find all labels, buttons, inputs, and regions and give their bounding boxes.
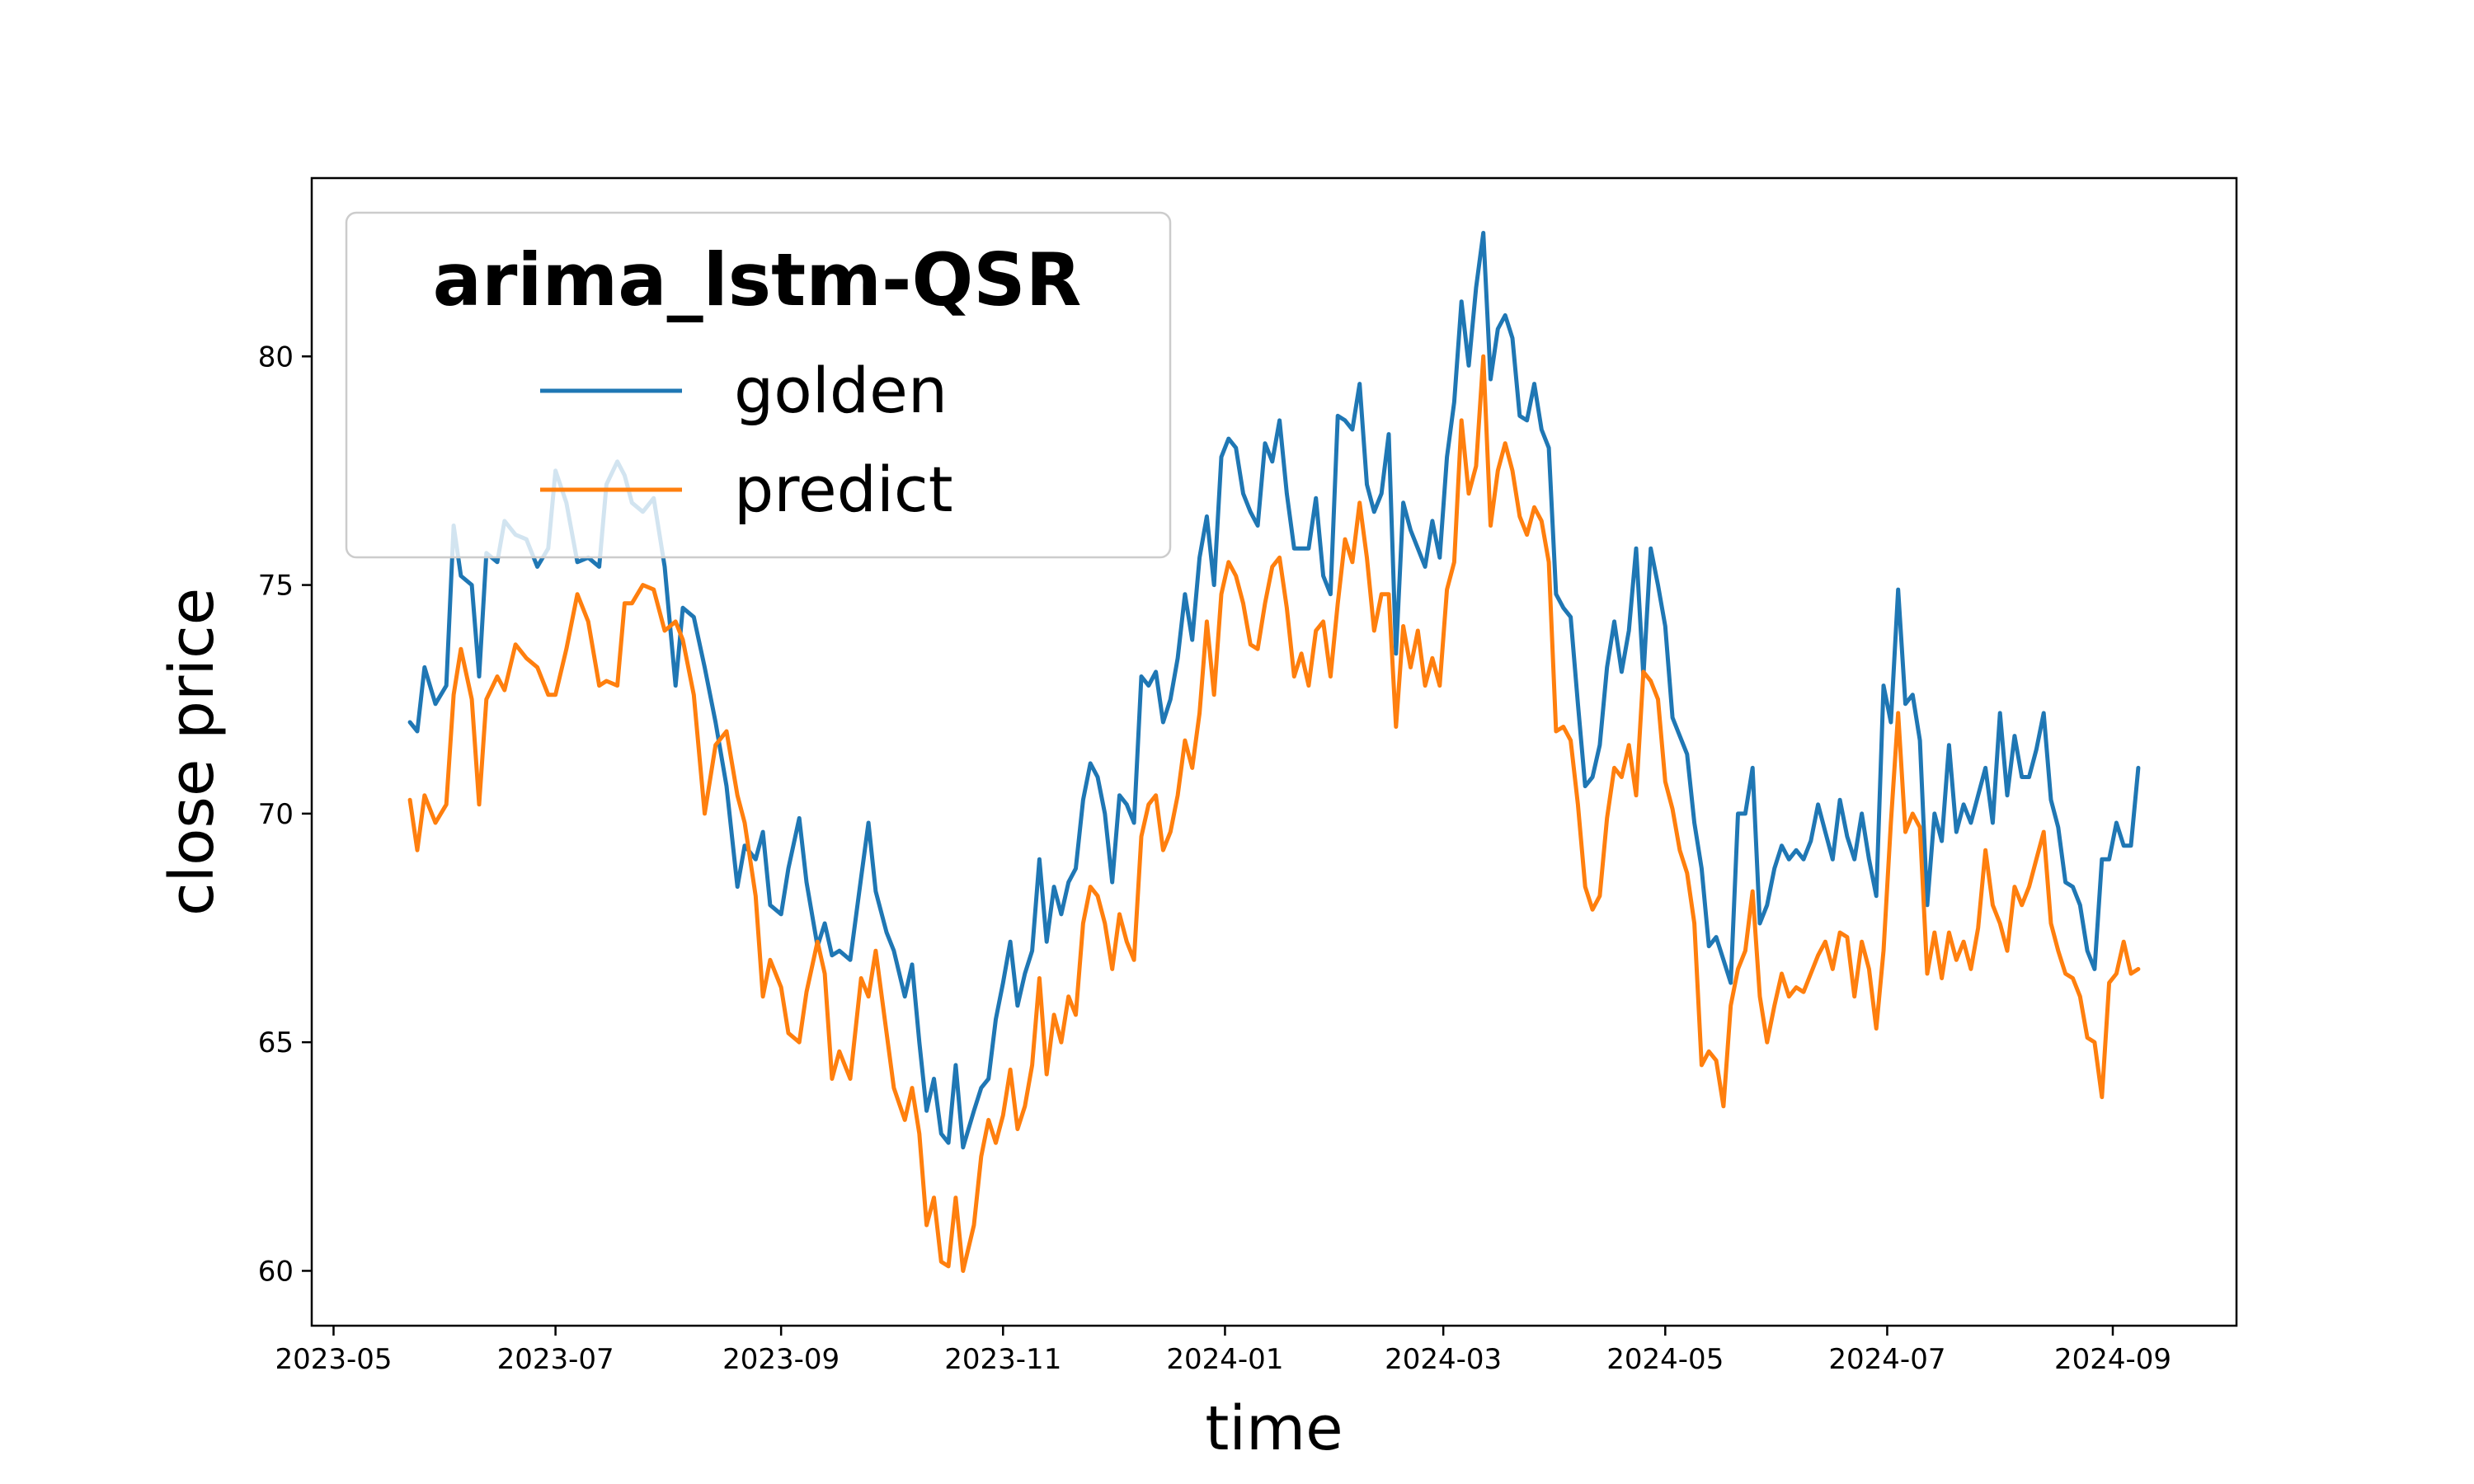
y-tick-label: 75 bbox=[258, 570, 294, 603]
x-tick-label: 2023-11 bbox=[944, 1343, 1061, 1376]
y-tick-label: 80 bbox=[258, 340, 294, 373]
y-tick-label: 65 bbox=[258, 1026, 294, 1059]
legend-title: arima_lstm-QSR bbox=[433, 237, 1082, 322]
x-tick-label: 2023-07 bbox=[497, 1343, 614, 1376]
y-tick-label: 70 bbox=[258, 798, 294, 831]
axes-frame bbox=[310, 176, 2238, 1327]
y-axis: 60 65 70 75 80 bbox=[258, 340, 312, 1288]
x-tick-label: 2024-03 bbox=[1385, 1343, 1502, 1376]
x-axis-label: time bbox=[1205, 1393, 1343, 1464]
legend-predict-label: predict bbox=[734, 453, 953, 526]
series-line-golden bbox=[407, 231, 2141, 1150]
x-tick-label: 2023-09 bbox=[722, 1343, 840, 1376]
legend: arima_lstm-QSR golden predict bbox=[345, 211, 1172, 559]
y-tick-label: 60 bbox=[258, 1255, 294, 1288]
series-line-predict bbox=[407, 354, 2141, 1273]
x-tick-label: 2024-07 bbox=[1828, 1343, 1945, 1376]
x-tick-label: 2024-01 bbox=[1166, 1343, 1283, 1376]
y-axis-label: close price bbox=[157, 588, 228, 916]
x-tick-label: 2024-05 bbox=[1606, 1343, 1724, 1376]
x-tick-label: 2024-09 bbox=[2054, 1343, 2171, 1376]
series-layer bbox=[407, 231, 2141, 1273]
legend-golden-label: golden bbox=[734, 354, 948, 427]
x-tick-label: 2023-05 bbox=[275, 1343, 392, 1376]
x-axis: 2023-05 2023-07 2023-09 2023-11 2024-01 2024-… bbox=[275, 1326, 2171, 1376]
legend-box bbox=[345, 211, 1172, 559]
